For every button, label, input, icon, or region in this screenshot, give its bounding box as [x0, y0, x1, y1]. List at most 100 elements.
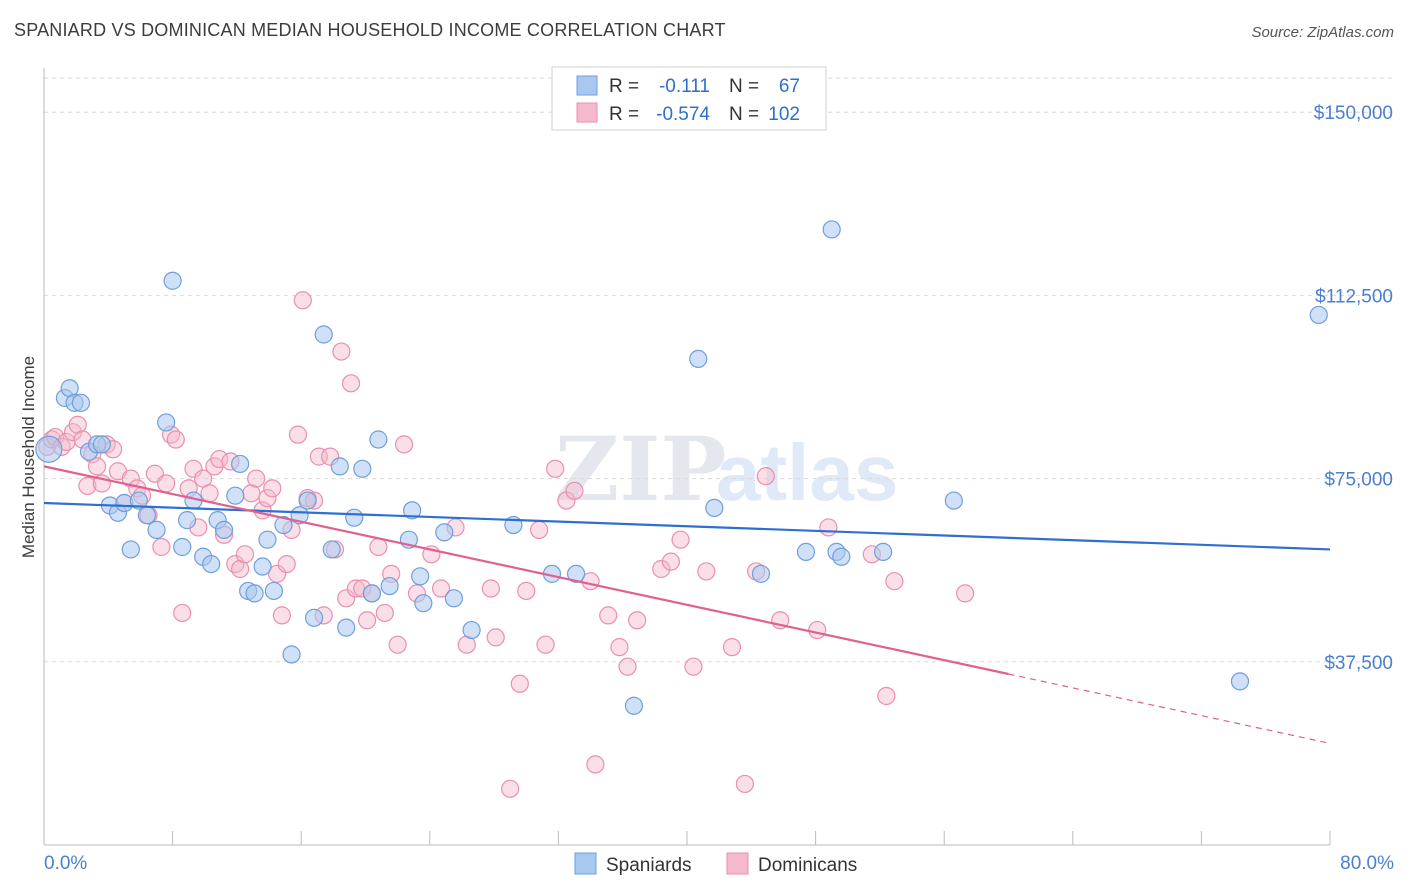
y-tick-label: $37,500	[1324, 653, 1393, 674]
dominicans-point	[394, 435, 414, 454]
spaniards-point	[264, 581, 283, 601]
dominicans-point	[610, 638, 629, 657]
dominicans-point	[152, 537, 171, 557]
legend-r-value-1: -0.111	[659, 76, 710, 97]
y-tick-labels: $37,500 $75,000 $112,500 $150,000	[1314, 103, 1393, 674]
legend-n-label-1: N =	[729, 76, 759, 97]
dominicans-point	[877, 686, 896, 706]
dominicans-point	[235, 545, 255, 564]
spaniards-trend-line	[43, 501, 1331, 551]
spaniards-point	[274, 515, 293, 535]
legend-r-label-1: R =	[609, 76, 639, 97]
dominicans-point	[510, 674, 529, 693]
dominicans-point	[819, 518, 838, 537]
dominicans-point	[272, 606, 292, 625]
dominicans-point	[210, 449, 229, 469]
spaniards-point	[298, 491, 317, 510]
legend: R = -0.111 N = 67 R = -0.574 N = 102	[551, 66, 827, 131]
dominicans-point	[263, 479, 282, 498]
dominicans-point	[247, 469, 266, 488]
legend-n-label-2: N =	[729, 104, 759, 125]
dominicans-point	[697, 562, 716, 581]
spaniards-point	[214, 520, 234, 539]
spaniards-point	[337, 618, 356, 637]
spaniards-point	[414, 594, 433, 613]
dominicans-point	[121, 469, 140, 488]
dominicans-point	[530, 520, 549, 539]
dominicans-point	[628, 611, 647, 630]
spaniards-point	[304, 608, 324, 627]
spaniards-point	[121, 540, 140, 559]
legend-box	[551, 66, 827, 131]
bottom-legend-label-dominicans: Dominicans	[758, 855, 857, 876]
dominicans-point	[166, 430, 185, 449]
dominicans-point	[808, 620, 827, 640]
spaniards-point	[369, 430, 388, 449]
dominicans-point	[293, 291, 312, 310]
y-axis-title: Median Household Income	[19, 356, 38, 558]
spaniards-point	[35, 435, 63, 463]
dominicans-point	[277, 554, 296, 574]
spaniards-point	[226, 486, 245, 505]
dominicans-point	[586, 755, 605, 774]
spaniards-point	[403, 501, 422, 520]
dominicans-point	[369, 537, 388, 557]
dominicans-point	[341, 374, 361, 393]
dominicans-point	[536, 635, 555, 654]
legend-r-label-2: R =	[609, 104, 639, 125]
legend-n-value-1: 67	[779, 76, 800, 97]
spaniards-point	[796, 542, 816, 561]
watermark-zip: ZIP	[555, 417, 727, 521]
legend-n-value-2: 102	[768, 104, 800, 125]
dominicans-point	[388, 635, 407, 654]
spaniards-point	[1230, 672, 1250, 691]
dominicans-point	[431, 579, 451, 598]
dominicans-point	[157, 474, 176, 493]
spaniards-point	[330, 457, 349, 476]
dominicans-point	[618, 657, 637, 676]
x-tick-label: 80.0%	[1340, 853, 1394, 874]
spaniards-point	[314, 325, 333, 344]
spaniards-point	[202, 554, 221, 574]
dominicans-point	[652, 559, 671, 579]
dominicans-point	[599, 606, 618, 625]
dominicans-point	[671, 530, 690, 549]
dominicans-point	[68, 415, 87, 434]
x-tick-label: 0.0%	[44, 853, 87, 874]
spaniards-point	[92, 435, 111, 454]
watermark-atlas: atlas	[716, 428, 898, 517]
spaniards-point	[444, 589, 464, 608]
spaniards-point	[624, 696, 644, 715]
spaniards-point	[253, 557, 272, 576]
y-tick-label: $150,000	[1314, 103, 1393, 124]
spaniards-point	[173, 537, 192, 557]
spaniards-point	[411, 567, 430, 586]
dominicans-point	[231, 559, 250, 579]
dominicans-point	[885, 572, 904, 591]
bottom-legend-swatch-spaniards	[574, 852, 597, 875]
dominicans-point	[332, 342, 351, 361]
spaniards-point	[705, 498, 724, 518]
dominicans-point	[517, 581, 536, 601]
dominicans-point	[722, 638, 742, 657]
y-tick-label: $75,000	[1324, 470, 1393, 491]
spaniards-point	[751, 564, 771, 583]
legend-swatch-dominicans	[576, 102, 598, 123]
y-axis-title-text: Median Household Income	[19, 356, 38, 558]
dominicans-point	[78, 476, 97, 496]
spaniards-point	[832, 547, 851, 566]
spaniards-point	[566, 564, 586, 583]
legend-r-value-2: -0.574	[656, 104, 710, 125]
bottom-legend-label-spaniards: Spaniards	[606, 855, 692, 876]
spaniards-point	[822, 220, 841, 239]
bottom-legend: Spaniards Dominicans	[574, 852, 857, 876]
spaniards-point	[874, 542, 893, 561]
dominicans-point	[358, 611, 377, 630]
spaniards-point	[137, 506, 156, 525]
dominicans-point	[288, 425, 308, 444]
spaniards-point	[231, 454, 250, 474]
spaniards-point	[163, 271, 182, 290]
dominicans-point	[87, 457, 107, 476]
spaniards-point	[129, 491, 148, 510]
